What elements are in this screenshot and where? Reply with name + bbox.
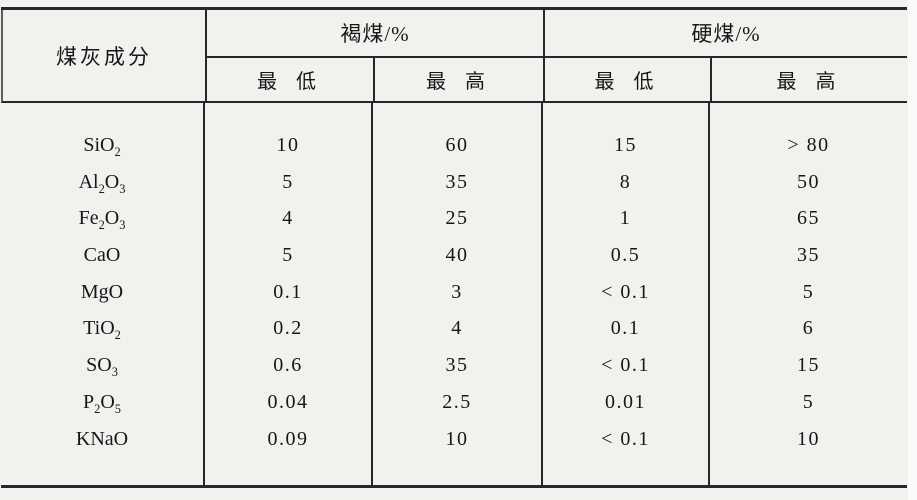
header-group-hard-coal: 硬煤/% 最 低 最 高 (545, 10, 907, 101)
header-hard-coal-max: 最 高 (776, 71, 843, 93)
cell-hard-min: 15 (614, 134, 637, 156)
cell-hard-min: 0.5 (610, 244, 641, 267)
header-hard-coal-label: 硬煤/% (545, 10, 907, 58)
cell-hard-min: 0.1 (610, 317, 641, 340)
cell-component: MgO (80, 280, 124, 303)
cell-component: KNaO (75, 427, 129, 450)
cell-hard-min: < 0.1 (601, 427, 650, 450)
header-lignite-subrow: 最 低 最 高 (207, 58, 543, 101)
page-right-margin (908, 0, 917, 500)
cell-lignite-min: 10 (276, 134, 300, 156)
column-component: SiO2 Al2O3 Fe2O3 CaO MgO TiO2 SO3 P2O5 KNaO (1, 103, 205, 485)
cell-hard-max: 10 (797, 427, 820, 450)
cell-lignite-max: 2.5 (442, 390, 472, 413)
cell-hard-min: < 0.1 (601, 280, 650, 303)
cell-lignite-max: 40 (445, 244, 469, 267)
table-body: SiO2 Al2O3 Fe2O3 CaO MgO TiO2 SO3 P2O5 KNaO 10 5 4… (1, 103, 907, 485)
cell-lignite-min: 0.09 (267, 427, 309, 450)
cell-hard-max: 35 (797, 244, 820, 267)
cell-lignite-max: 35 (445, 170, 469, 193)
cell-lignite-min: 0.6 (273, 354, 303, 377)
cell-lignite-max: 60 (445, 134, 469, 156)
cell-lignite-max: 4 (451, 317, 463, 340)
cell-lignite-max: 25 (445, 207, 469, 230)
cell-hard-max: > 80 (787, 134, 830, 156)
cell-lignite-max: 3 (451, 280, 463, 303)
cell-hard-min: 0.01 (605, 390, 646, 413)
header-lignite-max: 最 高 (426, 71, 492, 93)
cell-hard-min: 8 (619, 170, 632, 193)
cell-lignite-min: 0.2 (273, 317, 303, 340)
header-group-lignite: 褐煤/% 最 低 最 高 (207, 10, 545, 101)
cell-component: P2O5 (83, 390, 121, 416)
header-lignite-min: 最 低 (207, 58, 375, 101)
cell-component: SiO2 (83, 134, 121, 159)
table-header: 煤灰成分 褐煤/% 最 低 最 高 硬煤/% 最 低 最 高 (1, 10, 907, 103)
cell-hard-min: < 0.1 (601, 354, 650, 377)
cell-lignite-min: 0.04 (267, 390, 309, 413)
cell-component: Al2O3 (78, 170, 126, 196)
cell-component: TiO2 (83, 317, 121, 343)
cell-hard-max: 65 (797, 207, 820, 230)
cell-lignite-min: 5 (282, 170, 294, 193)
cell-hard-max: 5 (802, 280, 815, 303)
cell-hard-max: 5 (802, 390, 815, 413)
header-component: 煤灰成分 (3, 10, 207, 101)
column-hard-min: 15 8 1 0.5 < 0.1 0.1 < 0.1 0.01 < 0.1 (543, 103, 710, 485)
cell-lignite-min: 0.1 (273, 280, 303, 303)
header-hard-coal-min: 最 低 (545, 58, 712, 101)
column-lignite-min: 10 5 4 5 0.1 0.2 0.6 0.04 0.09 (205, 103, 373, 485)
cell-lignite-min: 4 (282, 207, 294, 230)
column-lignite-max: 60 35 25 40 3 4 35 2.5 10 (373, 103, 543, 485)
header-hard-coal-subrow: 最 低 最 高 (545, 58, 907, 101)
cell-component: CaO (83, 244, 121, 267)
cell-hard-max: 50 (797, 170, 820, 193)
cell-lignite-min: 5 (282, 244, 294, 267)
coal-ash-composition-table: 煤灰成分 褐煤/% 最 低 最 高 硬煤/% 最 低 最 高 SiO2 Al2O3… (1, 7, 907, 488)
cell-lignite-max: 10 (445, 427, 469, 450)
cell-hard-max: 15 (797, 354, 820, 377)
cell-hard-max: 6 (802, 317, 815, 340)
column-hard-max: > 80 50 65 35 5 6 15 5 10 (710, 103, 907, 485)
cell-component: Fe2O3 (78, 207, 126, 233)
cell-hard-min: 1 (619, 207, 632, 230)
cell-lignite-max: 35 (445, 354, 469, 377)
header-lignite-label: 褐煤/% (207, 10, 543, 58)
cell-component: SO3 (86, 354, 118, 380)
